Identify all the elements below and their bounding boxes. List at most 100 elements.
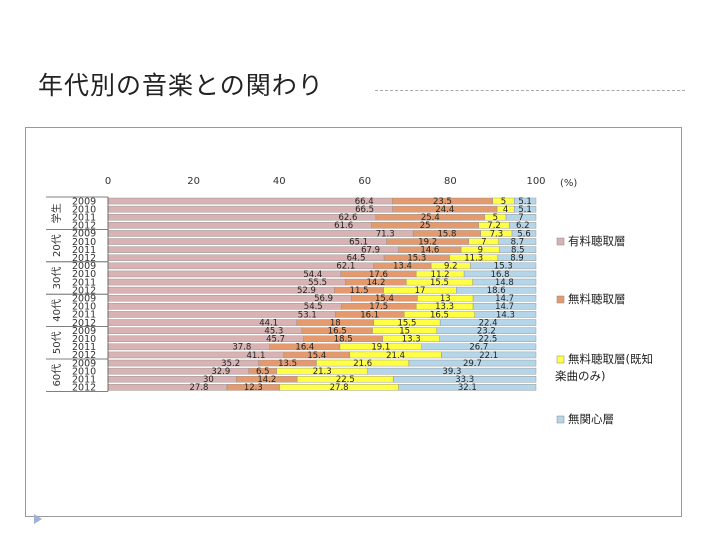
x-tick-label: 80 xyxy=(444,176,457,187)
bars-layer xyxy=(107,197,537,391)
data-label: 5.1 xyxy=(518,205,532,215)
group-label: 50代 xyxy=(51,331,63,354)
x-tick-label: 20 xyxy=(187,176,200,187)
bar-segment xyxy=(107,205,393,213)
year-label: 2011 xyxy=(72,245,96,256)
year-label: 2009 xyxy=(72,261,96,272)
x-tick-label: 100 xyxy=(526,176,545,187)
bar-segment xyxy=(463,270,537,278)
legend-swatch xyxy=(556,415,565,424)
year-label: 2012 xyxy=(72,221,96,232)
bar-segment xyxy=(499,246,537,253)
data-label: 15.3 xyxy=(494,262,513,272)
data-label: 27.8 xyxy=(190,383,209,393)
bar-segment xyxy=(436,327,537,334)
bar-segment xyxy=(107,230,414,237)
group-label: 60代 xyxy=(51,364,63,387)
data-label: 21.6 xyxy=(353,359,372,369)
data-label: 15.5 xyxy=(397,318,416,328)
group-label: 20代 xyxy=(51,234,63,257)
data-label: 13 xyxy=(440,294,451,304)
year-label: 2010 xyxy=(72,302,96,313)
bar-segment xyxy=(497,254,537,261)
data-label: 14.3 xyxy=(496,310,515,320)
data-label: 32.9 xyxy=(211,367,230,377)
bar-segment xyxy=(505,213,537,221)
data-label: 18 xyxy=(330,318,341,328)
data-label: 21.4 xyxy=(386,351,405,361)
bar-segment xyxy=(513,205,537,213)
legend-swatch xyxy=(556,355,565,364)
data-label: 22.4 xyxy=(479,318,498,328)
data-label: 17.6 xyxy=(369,270,388,280)
bar-segment xyxy=(472,303,537,310)
data-label: 7.2 xyxy=(487,221,501,231)
data-label: 37.8 xyxy=(232,343,251,353)
stacked-bar-chart: 0 20 40 60 80 100 (%)2009201020112012学生2009201… xyxy=(46,176,653,426)
data-label: 25.4 xyxy=(421,213,440,223)
slide-bullet-icon xyxy=(34,514,42,524)
chart-frame: 0 20 40 60 80 100 (%) 2009 2010 2011 2012 学生 2009 201… xyxy=(25,127,682,517)
bar-segment xyxy=(107,262,374,270)
year-label: 2010 xyxy=(72,334,96,345)
bar-segment xyxy=(513,197,537,205)
data-label: 13.4 xyxy=(393,262,412,272)
bar-segment xyxy=(421,343,537,351)
bar-segment xyxy=(367,367,537,375)
data-label: 11.3 xyxy=(464,254,483,264)
data-label: 17 xyxy=(415,286,426,296)
data-label: 19.1 xyxy=(371,343,390,353)
bar-segment xyxy=(474,311,537,318)
data-label: 18.5 xyxy=(334,335,353,345)
bar-segment xyxy=(472,294,537,302)
bar-segment xyxy=(408,359,537,367)
year-label: 2012 xyxy=(72,285,96,296)
data-label: 13.5 xyxy=(278,359,297,369)
data-label: 15.4 xyxy=(375,294,394,304)
data-label: 14.7 xyxy=(495,302,514,312)
data-label: 66.4 xyxy=(355,197,374,207)
data-label: 14.6 xyxy=(420,246,439,256)
data-label: 22.5 xyxy=(478,335,497,345)
bar-segment xyxy=(398,384,537,391)
legend-label: 無関心層 xyxy=(568,412,614,426)
data-label: 15.3 xyxy=(407,254,426,264)
data-label: 52.9 xyxy=(297,286,316,296)
bar-segment xyxy=(456,286,537,294)
legend-label: 無料聴取層(既知楽曲のみ) xyxy=(555,352,653,383)
year-label: 2011 xyxy=(72,342,96,353)
data-label: 45.7 xyxy=(266,335,285,345)
data-label: 33.3 xyxy=(455,375,474,385)
year-label: 2009 xyxy=(72,326,96,337)
data-label: 19.2 xyxy=(418,237,437,247)
bar-segment xyxy=(107,197,393,205)
data-label: 41.1 xyxy=(246,351,265,361)
data-label: 25 xyxy=(420,221,431,231)
data-label: 24.4 xyxy=(435,205,454,215)
bar-segment xyxy=(107,246,399,253)
year-label: 2011 xyxy=(72,277,96,288)
bar-segment xyxy=(107,384,228,391)
data-label: 15.5 xyxy=(430,278,449,288)
x-tick-label: 40 xyxy=(273,176,286,187)
group-label: 40代 xyxy=(51,299,63,322)
x-tick-label: 60 xyxy=(358,176,371,187)
data-label: 18.6 xyxy=(487,286,506,296)
legend-swatch xyxy=(556,237,565,246)
year-label: 2012 xyxy=(72,253,96,264)
data-label: 12.3 xyxy=(244,383,263,393)
data-label: 6.5 xyxy=(256,367,270,377)
bar-segment xyxy=(511,230,537,237)
bar-segment xyxy=(439,335,537,342)
data-label: 66.5 xyxy=(355,205,374,215)
data-label: 16.5 xyxy=(430,310,449,320)
bar-segment xyxy=(393,375,537,383)
bar-segment xyxy=(107,238,387,245)
legend-label: 有料聴取層 xyxy=(568,234,626,248)
data-label: 15.4 xyxy=(307,351,326,361)
bar-segment xyxy=(470,262,537,270)
data-label: 13.3 xyxy=(435,302,454,312)
data-label: 62.1 xyxy=(336,262,355,272)
data-label: 17.5 xyxy=(369,302,388,312)
